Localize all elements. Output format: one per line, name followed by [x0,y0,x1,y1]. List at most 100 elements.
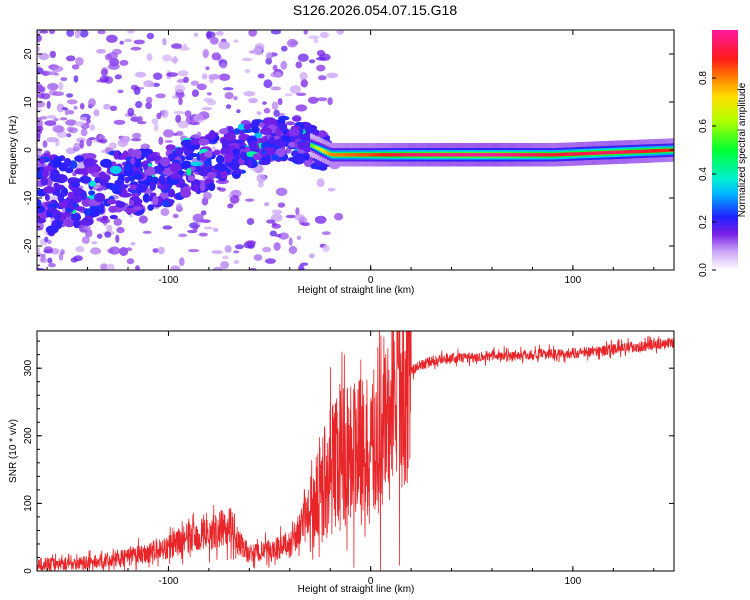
noise-blob [263,79,273,89]
signal-blob [88,208,101,217]
signal-blob [105,174,111,181]
ridge-cell [411,153,415,157]
noise-blob [211,250,223,255]
signal-blob [74,206,86,212]
ridge-cell [557,152,561,157]
noise-blob [244,69,251,74]
signal-blob [287,157,295,162]
signal-blob [254,131,262,139]
noise-blob [246,218,255,225]
noise-blob [194,32,199,37]
ridge-cell [657,149,660,153]
noise-blob [297,53,309,62]
colorbar-tick-label: 0.6 [698,119,709,133]
noise-blob [126,258,135,265]
noise-blob [316,178,325,188]
ridge-cell [581,152,585,156]
signal-blob [100,158,113,168]
signal-blob [113,150,120,160]
ridge-cell [642,149,646,153]
noise-blob [222,255,230,260]
noise-blob [313,38,319,44]
ridge-cell [387,153,391,157]
ridge-cell [644,149,648,153]
noise-blob [59,117,68,121]
signal-blob [77,220,91,226]
noise-blob [137,115,143,124]
ridge-cell [441,153,444,157]
noise-blob [158,136,164,145]
ridge-cell [635,149,638,154]
ridge-cell [586,151,590,156]
ridge-cell [373,153,376,157]
signal-blob [44,193,50,202]
noise-blob [99,75,110,83]
ridge-cell [470,153,473,157]
noise-blob [183,76,189,84]
signal-blob [311,130,319,135]
noise-blob [98,135,106,140]
noise-blob [190,80,200,86]
ridge-cell [518,153,522,157]
noise-blob [292,115,302,122]
signal-blob [63,157,72,168]
noise-blob [131,138,142,142]
noise-blob [256,111,262,115]
ridge-cell [407,153,410,157]
ridge-cell [569,152,573,156]
signal-blob [119,192,132,198]
noise-blob [183,43,188,50]
noise-blob [117,138,128,148]
noise-blob [37,247,41,254]
ridge-cell [344,153,347,157]
noise-blob [44,120,57,126]
noise-blob [68,110,74,115]
signal-blob [37,205,46,214]
ridge-cell [467,153,471,157]
noise-blob [115,234,120,243]
noise-blob [334,212,344,221]
ridge-cell [545,153,548,157]
ridge-cell [487,153,490,157]
ridge-cell [618,150,621,154]
noise-blob [213,266,223,270]
noise-blob [86,118,91,124]
ridge-cell [559,152,563,157]
ridge-cell [428,153,432,157]
noise-blob [148,81,155,88]
noise-blob [104,231,112,238]
noise-blob [146,53,153,61]
noise-blob [245,240,257,246]
noise-blob [295,61,303,69]
ridge-cell [637,149,641,154]
ridge-cell [625,150,629,154]
noise-blob [254,43,265,51]
signal-blob [73,219,80,229]
noise-blob [307,96,319,104]
noise-blob [233,96,238,101]
ridge-cell [564,152,568,156]
bottom-y-tick-label: 200 [23,427,34,444]
noise-blob [271,213,283,222]
ridge-cell [402,153,405,157]
noise-blob [73,105,78,110]
top-y-tick-label: 20 [23,48,34,60]
noise-blob [218,73,231,81]
ridge-cell [501,153,505,157]
noise-blob [142,143,147,149]
noise-blob [248,30,258,37]
noise-blob [224,92,234,100]
noise-blob [130,241,136,246]
top-y-tick-label: -20 [23,238,34,253]
ridge-cell [504,153,507,157]
noise-blob [177,120,189,129]
ridge-cell [329,152,332,157]
signal-blob [83,208,92,216]
ridge-cell [448,153,451,157]
noise-blob [134,71,147,78]
signal-blob [265,154,272,163]
signal-blob [162,170,173,176]
noise-blob [108,246,121,255]
top-y-tick-label: 0 [23,147,34,153]
